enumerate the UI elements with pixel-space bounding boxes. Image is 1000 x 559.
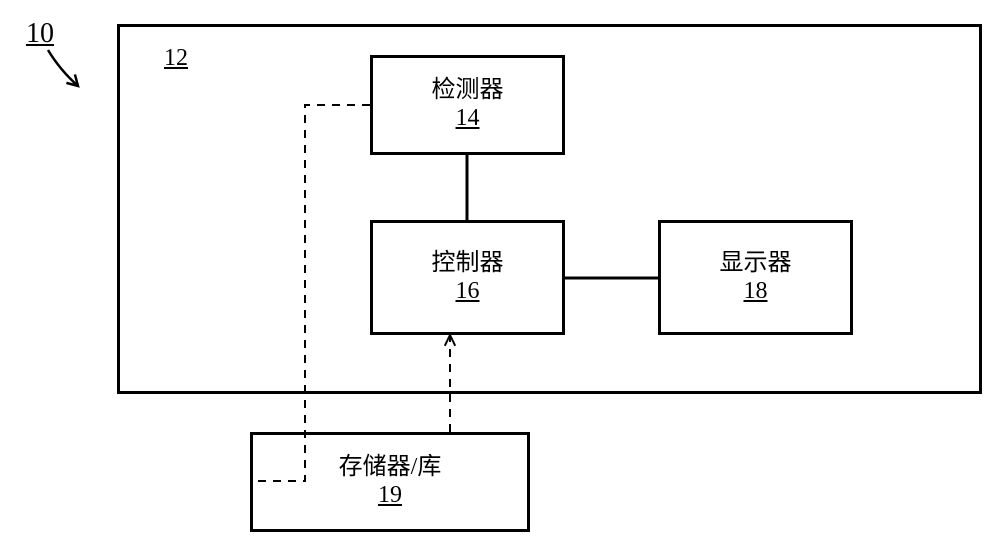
container-number: 12 — [164, 45, 188, 72]
controller-box: 控制器 16 — [370, 220, 565, 335]
display-number: 18 — [744, 278, 768, 306]
detector-label: 检测器 — [432, 77, 504, 105]
outer-system-number: 10 — [26, 18, 54, 50]
display-label: 显示器 — [720, 250, 792, 278]
diagram-canvas: { "diagram": { "type": "flowchart", "bac… — [0, 0, 1000, 559]
detector-box: 检测器 14 — [370, 55, 565, 155]
display-box: 显示器 18 — [658, 220, 853, 335]
storage-number: 19 — [378, 482, 402, 510]
detector-number: 14 — [456, 105, 480, 133]
controller-label: 控制器 — [432, 250, 504, 278]
controller-number: 16 — [456, 278, 480, 306]
storage-label: 存储器/库 — [339, 454, 442, 482]
storage-box: 存储器/库 19 — [250, 432, 530, 532]
